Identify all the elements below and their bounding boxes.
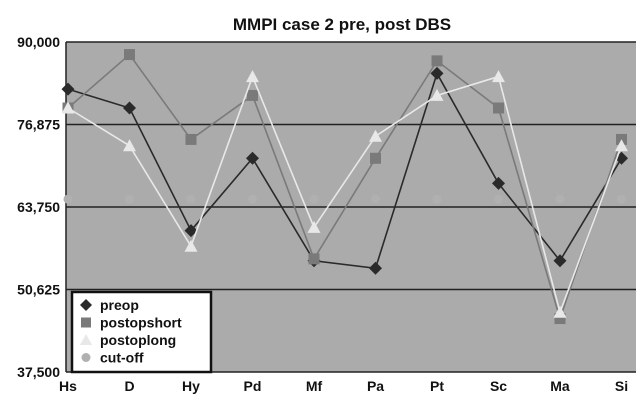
data-point-diamond: [184, 224, 198, 238]
legend-box: [70, 290, 213, 374]
legend-item: preop: [80, 297, 139, 313]
data-point-circle: [494, 194, 503, 204]
data-point-square: [308, 253, 320, 265]
x-tick-label: Sc: [490, 378, 507, 394]
data-point-circle: [248, 194, 257, 204]
legend-label: preop: [100, 297, 139, 313]
data-point-triangle: [184, 239, 198, 252]
data-point-triangle: [430, 88, 444, 101]
y-axis-ticks: 37,500 50,625 63,750 76,875 90,000: [17, 34, 60, 380]
legend-label: postoplong: [100, 332, 176, 348]
data-point-circle: [617, 194, 626, 204]
legend-item: postoplong: [80, 332, 176, 348]
series-line: [67, 71, 623, 270]
y-tick-label: 63,750: [17, 199, 60, 215]
x-tick-label: Pt: [430, 378, 444, 394]
x-tick-label: Hs: [59, 378, 77, 394]
data-point-diamond: [123, 101, 136, 115]
x-tick-label: Hy: [182, 378, 200, 394]
x-tick-label: Mf: [306, 378, 323, 394]
data-point-square: [81, 317, 91, 328]
data-point-circle: [186, 194, 196, 204]
data-point-diamond: [246, 151, 259, 165]
data-point-triangle: [369, 129, 382, 142]
chart-title: MMPI case 2 pre, post DBS: [233, 15, 451, 34]
series-cut-off: [63, 194, 626, 204]
data-point-square: [247, 89, 258, 101]
data-point-diamond: [369, 261, 382, 275]
data-point-circle: [432, 194, 442, 204]
data-point-triangle: [80, 334, 92, 345]
legend-item: cut-off: [81, 350, 144, 366]
data-point-triangle: [123, 139, 136, 152]
data-point-diamond: [61, 82, 75, 96]
data-point-diamond: [80, 299, 92, 311]
x-tick-label: Ma: [550, 378, 570, 394]
data-point-square: [554, 313, 566, 325]
grid-lines: [66, 41, 636, 291]
y-tick-label: 50,625: [17, 282, 60, 298]
data-point-triangle: [307, 220, 321, 233]
x-axis-ticks: Hs D Hy Pd Mf Pa Pt Sc Ma Si: [59, 378, 628, 394]
data-point-circle: [81, 353, 91, 362]
x-tick-label: Si: [615, 378, 628, 394]
legend-label: cut-off: [100, 350, 144, 366]
y-tick-label: 90,000: [17, 34, 60, 50]
data-point-triangle: [61, 101, 75, 114]
data-point-triangle: [553, 305, 567, 318]
series-preop: [61, 66, 628, 275]
data-point-diamond: [492, 176, 505, 190]
data-point-circle: [555, 194, 565, 204]
data-point-triangle: [246, 70, 259, 83]
series-line: [67, 53, 623, 322]
y-tick-label: 37,500: [17, 364, 60, 380]
series-layer: [61, 49, 628, 325]
data-point-square: [185, 133, 197, 145]
data-point-diamond: [553, 254, 567, 268]
data-point-diamond: [430, 66, 444, 80]
data-point-square: [124, 49, 135, 61]
data-point-triangle: [492, 70, 505, 83]
x-tick-label: D: [124, 378, 134, 394]
series-line: [67, 74, 623, 315]
data-point-circle: [371, 194, 380, 204]
y-tick-label: 76,875: [17, 117, 60, 133]
x-tick-label: Pa: [367, 378, 384, 394]
legend-label: postopshort: [100, 315, 182, 331]
data-point-square: [370, 152, 381, 164]
data-point-triangle: [615, 139, 628, 152]
legend-item: postopshort: [81, 315, 182, 331]
data-point-square: [493, 102, 504, 114]
data-point-circle: [125, 194, 134, 204]
x-tick-label: Pd: [244, 378, 262, 394]
series-postoplong: [61, 70, 628, 318]
data-point-circle: [309, 194, 319, 204]
data-point-circle: [63, 194, 73, 204]
data-point-square: [431, 55, 443, 67]
